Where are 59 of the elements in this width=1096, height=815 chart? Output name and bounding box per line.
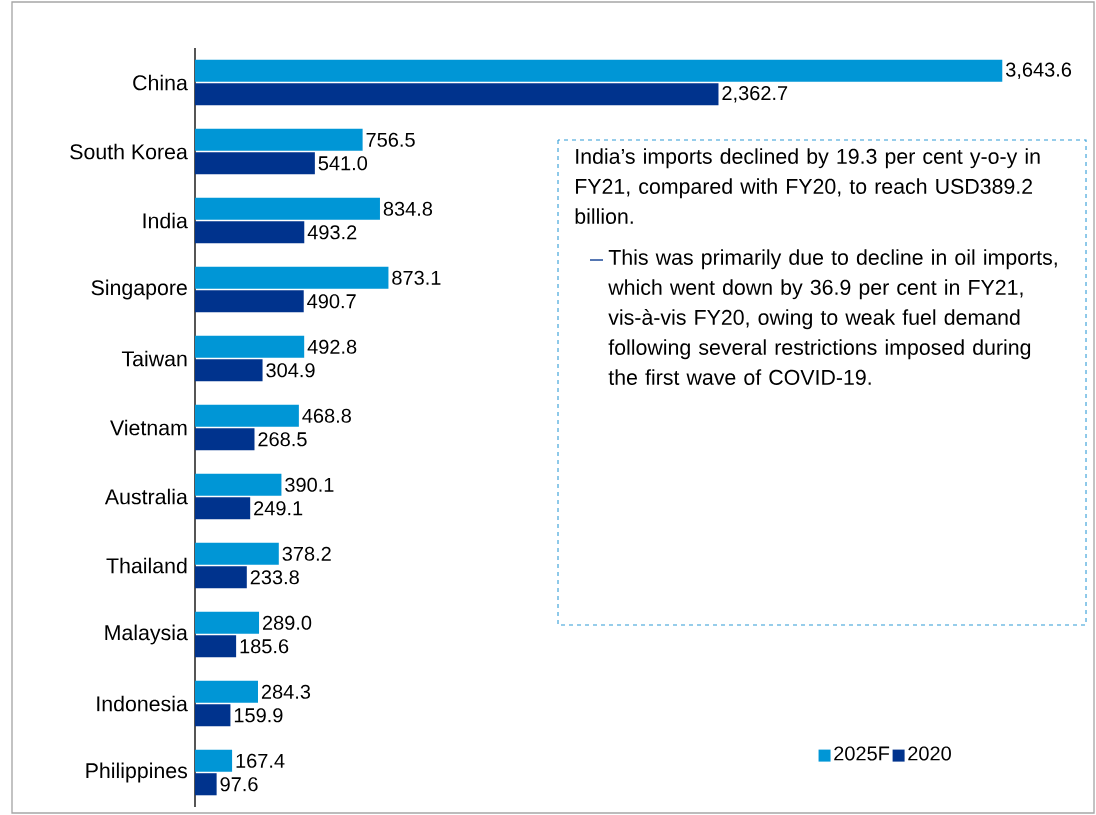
bar [195,428,255,451]
data-label: 468.8 [302,408,351,423]
data-label: 541.0 [318,156,368,171]
bar [195,404,299,427]
y-tick-label: China [133,74,188,91]
bar [195,290,304,313]
bar [195,335,305,358]
data-label: 185.6 [240,639,289,654]
data-label: 756.5 [366,132,415,147]
bar [195,773,217,796]
annotation: India’s imports declined by 19.3 per cent y-o-y in FY21, compared with FY20, to reach USD389.2 billion. [575,148,1040,224]
y-tick-label: Thailand [106,557,187,574]
bar [195,497,251,520]
bar [195,566,247,589]
data-label: 378.2 [282,546,331,561]
data-label: 3,643.6 [1005,62,1072,80]
bar [195,83,719,106]
data-label: 268.5 [258,432,307,447]
bar [195,197,380,220]
data-label: 284.3 [261,684,311,699]
y-tick-label: Singapore [91,279,187,300]
data-label: 390.1 [285,477,334,492]
y-tick-label: Australia [104,488,188,505]
bar [195,59,1003,82]
data-label: 873.1 [392,270,441,285]
bar [195,359,263,382]
bar [195,152,315,175]
data-label: 159.9 [234,708,283,723]
bar [195,749,233,772]
y-tick-label: Taiwan [121,350,187,367]
data-label: 97.6 [220,777,258,792]
bar [195,704,231,727]
y-tick-label: Indonesia [97,695,188,712]
data-label: 834.8 [383,201,433,216]
y-tick-label: Vietnam [110,419,187,436]
data-label: 289.0 [262,615,312,630]
y-tick-label: South Korea [70,143,188,160]
bar [195,128,363,151]
data-label: 167.4 [236,753,285,768]
legend-label: 2020 [908,746,951,761]
bar [195,680,258,703]
bar [195,473,282,496]
bar [195,542,279,565]
y-tick-label: Malaysia [105,624,188,645]
bar [195,266,389,289]
data-label: 304.9 [266,363,315,378]
y-tick-label: Philippines [86,762,188,783]
bar [195,611,260,634]
data-label: 490.7 [307,294,356,309]
data-label: 2,362.7 [722,85,788,103]
data-label: 233.8 [250,570,299,585]
data-label: 249.1 [254,501,303,516]
bar [195,635,237,658]
annotation: This was primarily due to decline in oil imports, which went down by 36.9 per cent in FY21, vis-à-vis FY20, owing to weak fuel demand following several restrictions imposed during the first wave of COVID-19. [608,249,1057,385]
data-label: 493.2 [307,225,357,240]
legend-label: 2025F [834,746,890,761]
data-label: 492.8 [307,339,357,354]
bar [195,221,305,244]
y-tick-label: India [143,212,188,229]
